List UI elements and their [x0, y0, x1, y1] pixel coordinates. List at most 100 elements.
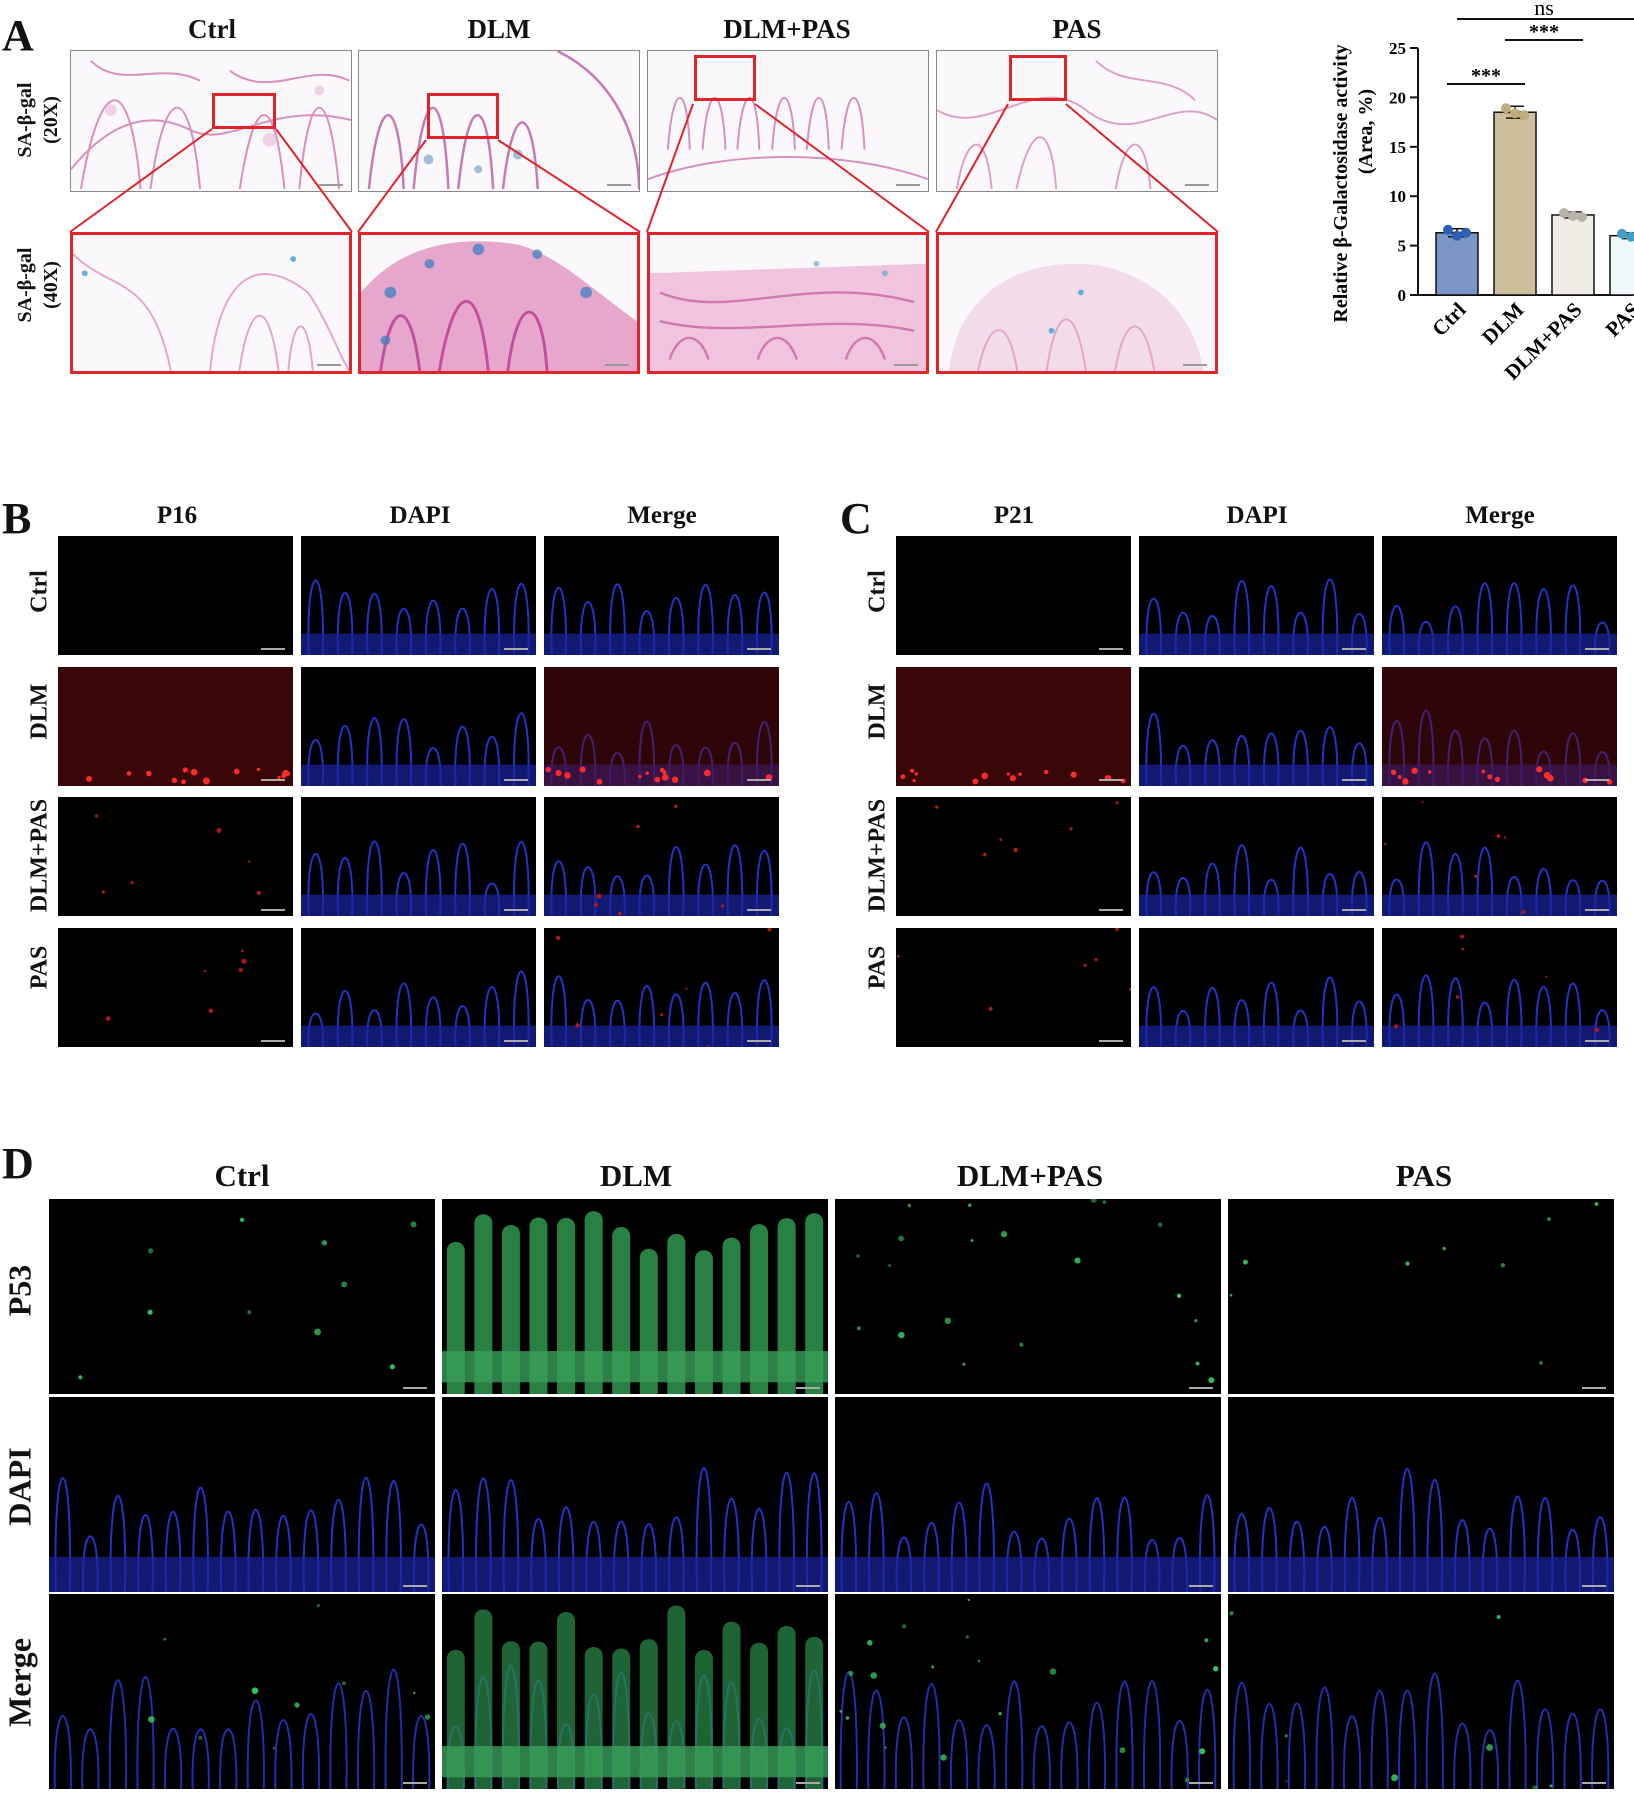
- sa-bgal-20x-dlm-image: [358, 50, 640, 192]
- panel-a-letter: A: [2, 11, 34, 60]
- panel-c-row-label-ctrl: Ctrl: [864, 570, 891, 613]
- y-tick-label: 5: [1398, 237, 1407, 256]
- y-tick-label: 25: [1389, 39, 1406, 58]
- panel-d-col-title-dlm-pas: DLM+PAS: [956, 1158, 1104, 1193]
- zoom-region-box: [212, 93, 276, 129]
- data-point: [1501, 103, 1511, 114]
- merge-pas-image: [1382, 928, 1617, 1047]
- p21-dlm-image: [896, 667, 1131, 786]
- p21-ctrl-image: [896, 536, 1131, 655]
- merge-dlm-pas-image: [1382, 797, 1617, 916]
- scale-bar: [403, 1387, 427, 1389]
- panel-c-row-label-pas: PAS: [864, 945, 891, 990]
- row-label-line: SA-β-gal: [14, 82, 36, 158]
- panel-c-col-title-dapi: DAPI: [1226, 502, 1288, 529]
- panel-d-letter: D: [2, 1139, 34, 1188]
- scale-bar: [1342, 779, 1366, 781]
- scale-bar: [261, 648, 285, 650]
- y-axis-label: Relative β-Galactosidase activity: [1330, 44, 1352, 322]
- scale-bar: [261, 779, 285, 781]
- scale-bar: [317, 364, 341, 366]
- p16-pas-image: [58, 928, 293, 1047]
- dapi-dlm-pas-image: [1139, 797, 1374, 916]
- scale-bar: [1099, 909, 1123, 911]
- row-label-line: (40X): [40, 261, 62, 309]
- panel-a-col-title-dlm: DLM: [467, 14, 531, 44]
- p16-dlm-pas-image: [58, 797, 293, 916]
- scale-bar: [1585, 779, 1609, 781]
- scale-bar: [1585, 1040, 1609, 1042]
- sa-bgal-40x-pas-image: [936, 232, 1218, 374]
- panel-b-letter: B: [2, 494, 32, 543]
- panel-d-col-title-dlm: DLM: [599, 1158, 673, 1193]
- panel-d-row-label-merge: Merge: [1, 1638, 38, 1727]
- panel-d-row-label-p53: P53: [1, 1264, 38, 1317]
- merge-dlm-image: [1382, 667, 1617, 786]
- dapi-ctrl-image: [301, 536, 536, 655]
- scale-bar: [796, 1585, 820, 1587]
- scale-bar: [607, 184, 631, 186]
- scale-bar: [1342, 648, 1366, 650]
- scale-bar: [403, 1782, 427, 1784]
- scale-bar: [1582, 1585, 1606, 1587]
- y-axis-label-units: (Area, %): [1355, 89, 1377, 174]
- data-point: [1519, 110, 1529, 121]
- scale-bar: [1189, 1387, 1213, 1389]
- scale-bar: [796, 1782, 820, 1784]
- p21-dlm-pas-image: [896, 797, 1131, 916]
- panel-a-col-title-pas: PAS: [1052, 14, 1102, 44]
- scale-bar: [1099, 1040, 1123, 1042]
- p16-dlm-image: [58, 667, 293, 786]
- data-point: [1559, 207, 1569, 218]
- y-tick-label: 10: [1389, 187, 1406, 206]
- significance-label: ***: [1471, 65, 1501, 87]
- panel-d-row-label-dapi: DAPI: [1, 1447, 38, 1526]
- scale-bar: [504, 779, 528, 781]
- scale-bar: [1099, 648, 1123, 650]
- scale-bar: [1183, 364, 1207, 366]
- merge-dlm-image: [544, 667, 779, 786]
- scale-bar: [747, 1040, 771, 1042]
- sa-bgal-20x-dlm-pas-image: [647, 50, 929, 192]
- merge-ctrl-image: [544, 536, 779, 655]
- dapi-ctrl-image: [1139, 536, 1374, 655]
- bar-dlm: [1493, 111, 1537, 296]
- sa-bgal-40x-dlm-pas-image: [647, 232, 929, 374]
- p16-ctrl-image: [58, 536, 293, 655]
- dapi-dlm-pas-image: [301, 797, 536, 916]
- scale-bar: [1582, 1782, 1606, 1784]
- panel-d-col-title-ctrl: Ctrl: [214, 1158, 270, 1193]
- p53-pas-image: [1228, 1199, 1614, 1394]
- zoom-region-box: [694, 55, 756, 101]
- x-tick-label-dlm: DLM: [1477, 297, 1529, 349]
- p53-dlm-pas-image: [835, 1199, 1221, 1394]
- dapi-dlm-pas-image: [835, 1397, 1221, 1592]
- sa-bgal-20x-ctrl-image: [70, 50, 352, 192]
- merge-ctrl-image: [49, 1594, 435, 1789]
- scale-bar: [504, 909, 528, 911]
- beta-gal-bar-chart: 0 5 10 15 20 25 Relative β-Galactosidase activ…: [1330, 0, 1634, 385]
- scale-bar: [894, 364, 918, 366]
- zoom-region-box: [1009, 55, 1067, 101]
- dapi-pas-image: [301, 928, 536, 1047]
- scale-bar: [1342, 909, 1366, 911]
- scale-bar: [1189, 1585, 1213, 1587]
- scale-bar: [504, 1040, 528, 1042]
- scale-bar: [261, 1040, 285, 1042]
- scale-bar: [747, 648, 771, 650]
- merge-dlm-pas-image: [544, 797, 779, 916]
- sa-bgal-40x-ctrl-image: [70, 232, 352, 374]
- panel-c-col-title-merge: Merge: [1465, 502, 1535, 529]
- dapi-dlm-image: [1139, 667, 1374, 786]
- y-tick-label: 0: [1398, 286, 1407, 305]
- panel-b-col-title-dapi: DAPI: [389, 502, 451, 529]
- scale-bar: [896, 184, 920, 186]
- scale-bar: [1582, 1387, 1606, 1389]
- p21-pas-image: [896, 928, 1131, 1047]
- bar-pas: [1609, 234, 1634, 296]
- panel-b-row-label-pas: PAS: [26, 945, 53, 990]
- merge-ctrl-image: [1382, 536, 1617, 655]
- scale-bar: [747, 779, 771, 781]
- sa-bgal-40x-dlm-image: [358, 232, 640, 374]
- sa-bgal-20x-pas-image: [936, 50, 1218, 192]
